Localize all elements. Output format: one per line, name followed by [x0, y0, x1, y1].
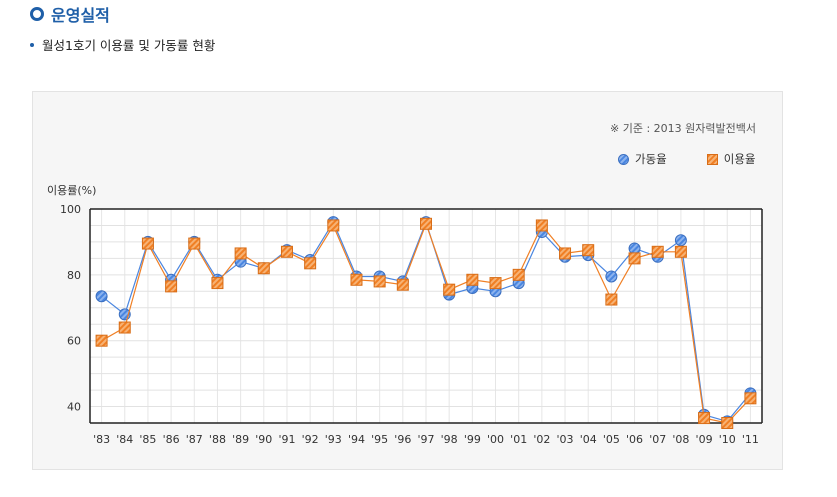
legend-circle-icon — [618, 153, 629, 165]
data-point-utilization — [721, 417, 734, 429]
x-tick-label: '86 — [163, 433, 180, 446]
data-point-utilization — [535, 219, 548, 232]
data-point-utilization — [744, 392, 757, 405]
data-point-utilization — [165, 280, 178, 293]
x-tick-label: '00 — [487, 433, 504, 446]
data-point-utilization — [443, 283, 456, 296]
y-tick-label: 60 — [67, 335, 81, 348]
data-point-utilization — [489, 277, 502, 290]
y-tick-label: 80 — [67, 269, 81, 282]
legend-square-icon — [706, 153, 718, 165]
x-tick-label: '84 — [116, 433, 133, 446]
x-tick-label: '92 — [302, 433, 319, 446]
x-tick-label: '89 — [232, 433, 249, 446]
data-point-utilization — [559, 247, 572, 260]
y-tick-label: 40 — [67, 401, 81, 414]
x-tick-label: '10 — [719, 433, 736, 446]
line-chart: 40 60 80 100 '83 '84 '85 '86 '87 '88 '89 '90 '91 '92 '… — [60, 203, 763, 446]
data-point-operation — [674, 234, 687, 247]
data-point-utilization — [420, 217, 432, 230]
x-tick-label: '96 — [394, 433, 411, 446]
x-tick-label: '91 — [278, 433, 295, 446]
x-tick-label: '08 — [672, 433, 689, 446]
data-point-utilization — [188, 237, 201, 250]
data-point-utilization — [605, 293, 618, 306]
x-tick-label: '90 — [255, 433, 272, 446]
data-point-utilization — [280, 245, 293, 258]
legend-item-operation: 가동율 — [618, 151, 667, 167]
x-tick-label: '87 — [186, 433, 203, 446]
x-tick-label: '04 — [580, 433, 597, 446]
data-point-utilization — [373, 275, 386, 288]
legend-item-utilization: 이용율 — [706, 151, 756, 167]
data-point-utilization — [582, 244, 595, 257]
data-point-utilization — [95, 334, 108, 347]
chart-panel: ※ 기준 : 2013 원자력발전백서 가동율 이용율 이용률(%) 40 60 8… — [32, 91, 783, 470]
x-tick-label: '05 — [603, 433, 620, 446]
page-title: 운영실적 — [51, 6, 110, 25]
x-tick-label: '09 — [696, 433, 713, 446]
x-tick-label: '88 — [209, 433, 226, 446]
data-point-operation — [628, 242, 641, 255]
x-tick-label: '06 — [626, 433, 643, 446]
x-tick-label: '03 — [557, 433, 574, 446]
x-tick-label: '97 — [417, 433, 434, 446]
title-ring-icon — [30, 7, 44, 21]
subtitle: 월성1호기 이용률 및 가동률 현황 — [30, 35, 215, 54]
data-point-utilization — [141, 237, 154, 250]
x-tick-label: '83 — [93, 433, 110, 446]
data-point-operation — [95, 290, 108, 303]
legend-label-operation: 가동율 — [635, 152, 667, 166]
data-point-utilization — [257, 262, 270, 275]
data-point-utilization — [304, 257, 317, 270]
x-tick-label: '85 — [139, 433, 156, 446]
section-title: 운영실적 — [30, 3, 110, 25]
legend-label-utilization: 이용율 — [723, 152, 756, 166]
data-point-utilization — [512, 268, 525, 281]
x-tick-label: '11 — [742, 433, 759, 446]
y-axis-label: 이용률(%) — [47, 184, 97, 197]
y-tick-label: 100 — [60, 203, 81, 216]
chart-legend: 가동율 이용율 — [618, 151, 756, 167]
data-point-utilization — [211, 277, 224, 290]
subtitle-text: 월성1호기 이용률 및 가동률 현황 — [42, 38, 216, 53]
x-tick-label: '94 — [348, 433, 365, 446]
data-point-utilization — [651, 245, 664, 258]
x-tick-label: '95 — [371, 433, 388, 446]
data-point-utilization — [350, 273, 363, 286]
data-point-utilization — [698, 412, 711, 425]
data-point-utilization — [327, 219, 340, 232]
data-point-operation — [605, 270, 618, 283]
data-point-utilization — [396, 278, 409, 291]
source-note: ※ 기준 : 2013 원자력발전백서 — [610, 122, 756, 135]
x-tick-label: '07 — [649, 433, 666, 446]
x-tick-label: '02 — [533, 433, 550, 446]
data-point-utilization — [674, 245, 687, 258]
data-point-utilization — [466, 273, 479, 286]
data-point-utilization — [628, 252, 641, 265]
x-tick-label: '93 — [325, 433, 342, 446]
x-tick-label: '99 — [464, 433, 481, 446]
bullet-icon — [30, 42, 34, 47]
data-point-utilization — [234, 247, 247, 260]
x-tick-label: '01 — [510, 433, 527, 446]
data-point-utilization — [118, 321, 131, 334]
x-tick-label: '98 — [441, 433, 458, 446]
